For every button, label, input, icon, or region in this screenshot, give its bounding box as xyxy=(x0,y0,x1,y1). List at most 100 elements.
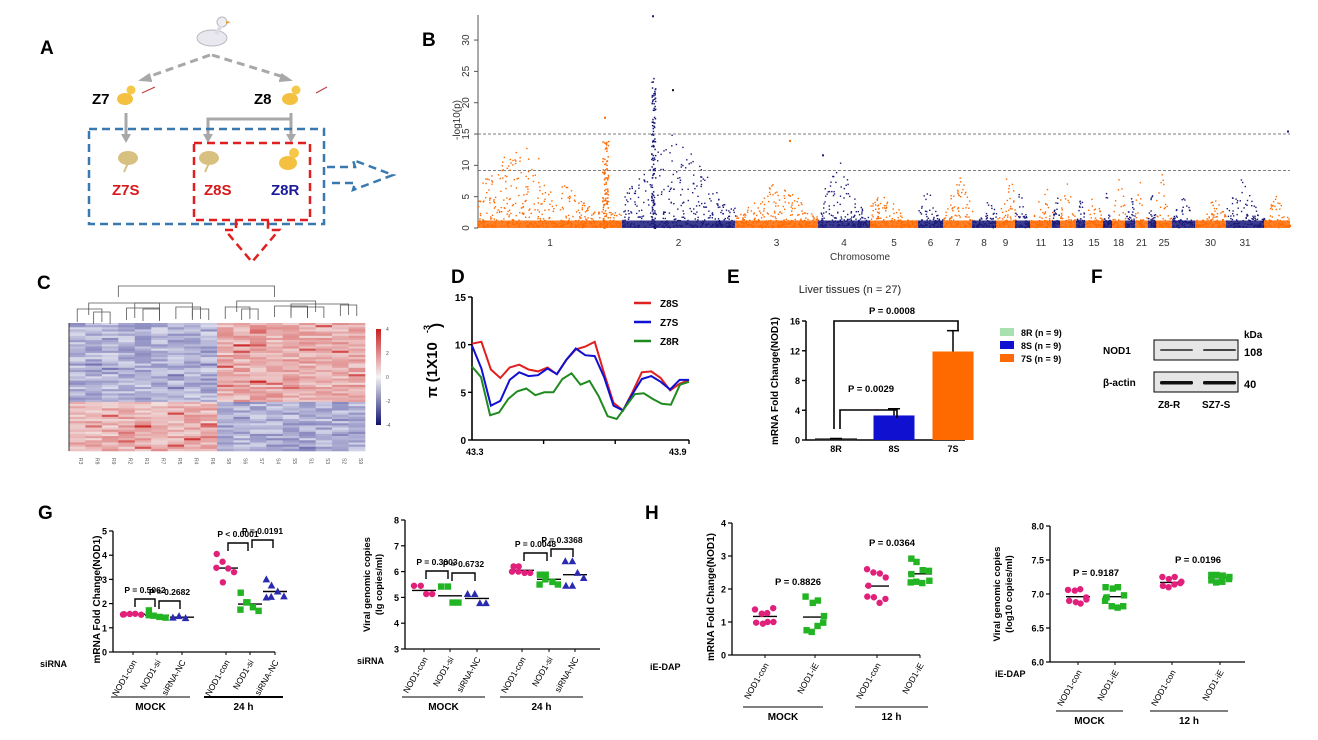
snp-point xyxy=(652,163,655,166)
snp-point xyxy=(1023,217,1026,219)
snp-point xyxy=(1241,191,1243,194)
snp-point xyxy=(607,207,609,209)
snp-point xyxy=(1232,213,1234,215)
heatmap-cell xyxy=(299,346,316,349)
snp-point xyxy=(990,205,993,207)
snp-point xyxy=(651,96,653,98)
snp-point xyxy=(1078,205,1081,208)
heatmap-cell xyxy=(101,425,119,428)
snp-point xyxy=(703,206,705,208)
heatmap-cell xyxy=(217,374,234,377)
heatmap-cell xyxy=(134,382,152,386)
snp-point xyxy=(1246,213,1248,216)
heatmap-cell xyxy=(266,367,284,371)
heatmap-cell xyxy=(217,325,234,328)
snp-point xyxy=(756,214,758,217)
snp-point xyxy=(587,209,589,212)
snp-point xyxy=(959,177,961,179)
snp-point xyxy=(1055,202,1057,204)
snp-point xyxy=(664,211,666,213)
heatmap-cell xyxy=(233,357,251,360)
snp-point xyxy=(479,200,482,203)
heatmap-cell xyxy=(348,378,366,381)
heatmap-cell xyxy=(348,365,366,369)
snp-point xyxy=(1118,179,1120,181)
snp-point xyxy=(682,210,684,212)
snp-point xyxy=(603,172,605,174)
snp-point xyxy=(847,213,849,216)
heatmap-cell xyxy=(134,361,152,364)
snp-point xyxy=(980,217,982,219)
snp-point xyxy=(1279,202,1281,205)
heatmap-cell xyxy=(233,384,251,388)
heatmap-cell xyxy=(167,419,185,422)
snp-point xyxy=(1100,214,1102,216)
snp-point xyxy=(985,212,988,215)
snp-point xyxy=(950,217,952,219)
heatmap-cell xyxy=(233,365,251,369)
snp-point xyxy=(694,187,696,190)
heatmap-cell xyxy=(85,344,103,347)
snp-point xyxy=(1131,219,1133,221)
snp-point xyxy=(601,211,603,213)
snp-point xyxy=(1000,208,1003,210)
snp-point xyxy=(1160,181,1162,184)
heatmap-cell xyxy=(151,331,168,334)
kda-label: kDa xyxy=(1244,330,1263,341)
snp-point xyxy=(603,179,606,181)
snp-point xyxy=(823,217,825,219)
heatmap-cell xyxy=(167,359,185,362)
heatmap-cell xyxy=(151,442,168,445)
snp-point xyxy=(798,213,800,216)
snp-point xyxy=(500,206,502,209)
heatmap-cell xyxy=(69,382,86,386)
heatmap-cell xyxy=(69,442,86,445)
size-label: 40 xyxy=(1244,379,1256,391)
snp-point xyxy=(1196,219,1198,221)
data-point-circle xyxy=(1171,581,1178,588)
snp-point xyxy=(921,219,923,221)
snp-point xyxy=(1211,213,1213,216)
data-point-circle xyxy=(213,564,220,571)
heatmap-cell xyxy=(249,440,267,443)
snp-point xyxy=(1053,210,1055,213)
heatmap-cell xyxy=(69,427,86,430)
snp-point xyxy=(606,225,608,227)
snp-point xyxy=(503,156,505,159)
heatmap-cell xyxy=(134,389,152,392)
heatmap-cell xyxy=(184,352,201,356)
heatmap-cell xyxy=(266,340,284,343)
heatmap-cell xyxy=(69,414,86,418)
heatmap-cell xyxy=(69,380,86,384)
snp-point xyxy=(1132,206,1134,209)
snp-point xyxy=(671,145,673,147)
snp-point xyxy=(717,204,719,207)
snp-point xyxy=(1163,207,1165,210)
snp-point xyxy=(498,210,501,213)
snp-point xyxy=(1128,218,1130,221)
snp-point xyxy=(1151,215,1153,217)
snp-point xyxy=(567,196,569,199)
snp-point xyxy=(651,166,653,168)
significance-bracket xyxy=(134,598,156,607)
snp-point xyxy=(1083,212,1085,214)
snp-point xyxy=(498,211,501,213)
snp-point xyxy=(482,201,484,203)
snp-point xyxy=(1222,219,1224,221)
snp-point xyxy=(679,177,681,179)
snp-point xyxy=(850,218,852,220)
snp-point xyxy=(650,186,652,188)
heatmap-cell xyxy=(315,393,333,396)
snp-point xyxy=(781,212,783,215)
snp-point xyxy=(708,193,710,195)
heatmap-cell xyxy=(85,346,103,349)
heatmap-cell xyxy=(69,323,86,326)
heatmap-cell xyxy=(282,346,300,349)
snp-point xyxy=(527,191,529,193)
snp-point xyxy=(681,216,683,218)
snp-point xyxy=(724,217,726,220)
heatmap-column-label: R6 xyxy=(209,458,215,465)
heatmap-cell xyxy=(249,376,267,379)
snp-point xyxy=(586,208,589,210)
heatmap-cell xyxy=(151,414,168,418)
